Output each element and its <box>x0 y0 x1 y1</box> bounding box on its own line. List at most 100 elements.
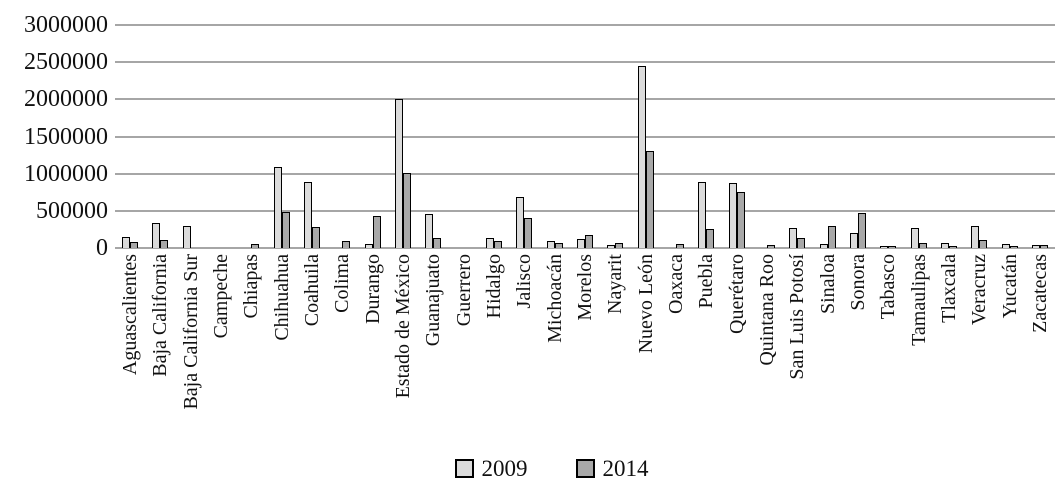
x-label-cell-Aguascalientes: Aguascalientes <box>115 254 145 440</box>
bar-2009-Hidalgo <box>486 238 495 248</box>
y-tick-label-1500000: 1500000 <box>24 123 108 150</box>
bar-2014-Jalisco <box>524 218 533 248</box>
bar-group-Aguascalientes <box>115 237 145 248</box>
bar-group-Colima <box>327 241 357 248</box>
x-label-cell-Morelos: Morelos <box>570 254 600 440</box>
legend: 2009 2014 <box>0 452 1063 484</box>
bar-2014-Michoacán <box>554 243 563 248</box>
bar-2014-Aguascalientes <box>130 242 139 248</box>
bar-2009-Querétaro <box>728 183 737 248</box>
bar-2014-Chihuahua <box>281 212 290 248</box>
bar-2014-Coahuila <box>312 227 321 248</box>
x-label-cell-Puebla: Puebla <box>691 254 721 440</box>
x-category-label: Sinaloa <box>816 254 839 314</box>
bar-2014-Durango <box>372 216 381 248</box>
x-category-label: Yucatán <box>998 254 1021 319</box>
bar-2009-Sinaloa <box>819 244 828 248</box>
legend-item-2009: 2009 <box>454 455 528 481</box>
x-category-label: Tamaulipas <box>907 254 930 346</box>
x-label-cell-Durango: Durango <box>358 254 388 440</box>
bars-layer <box>115 25 1055 248</box>
bar-group-Baja California <box>145 223 175 248</box>
x-label-cell-Baja California Sur: Baja California Sur <box>176 254 206 440</box>
y-tick-label-1000000: 1000000 <box>24 160 108 187</box>
x-label-cell-Querétaro: Querétaro <box>722 254 752 440</box>
gridline-500000 <box>115 209 1055 212</box>
bar-2009-Baja California Sur <box>182 226 191 248</box>
x-label-cell-Tlaxcala: Tlaxcala <box>934 254 964 440</box>
x-label-cell-Colima: Colima <box>327 254 357 440</box>
gridline-1000000 <box>115 172 1055 175</box>
gridline-1500000 <box>115 135 1055 138</box>
bar-2014-Oaxaca <box>675 244 684 248</box>
x-label-cell-Yucatán: Yucatán <box>995 254 1025 440</box>
bar-2009-Jalisco <box>516 197 525 248</box>
x-label-cell-Sinaloa: Sinaloa <box>813 254 843 440</box>
x-category-label: Baja California Sur <box>179 254 202 410</box>
bar-group-San Luis Potosí <box>782 228 812 248</box>
bar-2014-Colima <box>342 241 351 248</box>
x-category-label: Oaxaca <box>665 254 688 314</box>
bar-2014-Sinaloa <box>827 226 836 248</box>
legend-label-2009: 2009 <box>481 455 528 481</box>
x-category-label: Coahuila <box>301 254 324 327</box>
bar-group-Sinaloa <box>812 226 842 248</box>
bar-2009-Nuevo León <box>637 66 646 248</box>
x-label-cell-Nuevo León: Nuevo León <box>631 254 661 440</box>
bar-2014-Hidalgo <box>494 241 503 248</box>
x-category-label: Jalisco <box>513 254 536 309</box>
bar-group-Durango <box>358 216 388 248</box>
gridline-3000000 <box>115 24 1055 26</box>
x-label-cell-Hidalgo: Hidalgo <box>479 254 509 440</box>
bar-group-Tamaulipas <box>903 228 933 248</box>
bar-2009-Puebla <box>698 182 707 248</box>
x-category-label: Campeche <box>210 254 233 339</box>
bar-2014-Tabasco <box>888 246 897 248</box>
bar-2014-Yucatán <box>1009 246 1018 248</box>
x-category-label: Colima <box>331 254 354 313</box>
bar-group-Tlaxcala <box>934 243 964 248</box>
x-label-cell-Oaxaca: Oaxaca <box>661 254 691 440</box>
bar-2014-Zacatecas <box>1039 245 1048 248</box>
bar-group-Chiapas <box>236 244 266 248</box>
bar-group-Jalisco <box>509 197 539 248</box>
bar-2014-Morelos <box>584 235 593 248</box>
bar-group-Coahuila <box>297 182 327 248</box>
bar-2009-San Luis Potosí <box>789 228 798 248</box>
x-category-label: Puebla <box>695 254 718 309</box>
gridline-2000000 <box>115 98 1055 101</box>
gridline-0 <box>115 247 1055 249</box>
x-axis: Aguascalientes Baja California Baja Califo… <box>115 254 1055 440</box>
x-category-label: Guanajuato <box>422 254 445 347</box>
bar-2009-Baja California <box>152 223 161 248</box>
bar-2014-Nuevo León <box>645 151 654 248</box>
x-category-label: Tlaxcala <box>938 254 961 323</box>
bar-2009-Chihuahua <box>273 167 282 248</box>
bar-2009-Sonora <box>849 233 858 248</box>
x-category-label: Veracruz <box>968 254 991 326</box>
legend-item-2014: 2014 <box>575 457 649 480</box>
bar-2009-Coahuila <box>304 182 313 248</box>
y-tick-label-3000000: 3000000 <box>24 12 108 38</box>
bar-group-Chihuahua <box>267 167 297 248</box>
y-tick-label-500000: 500000 <box>36 197 108 224</box>
gridline-2500000 <box>115 61 1055 64</box>
bar-2009-Veracruz <box>971 226 980 248</box>
bar-2014-Querétaro <box>736 192 745 248</box>
bar-2009-Tlaxcala <box>940 243 949 248</box>
x-label-cell-Veracruz: Veracruz <box>964 254 994 440</box>
x-label-cell-Tabasco: Tabasco <box>873 254 903 440</box>
bar-2009-Michoacán <box>546 241 555 248</box>
bar-group-Baja California Sur <box>176 226 206 248</box>
bar-group-Puebla <box>691 182 721 248</box>
x-label-cell-Zacatecas: Zacatecas <box>1025 254 1055 440</box>
bar-2009-Yucatán <box>1001 244 1010 248</box>
bar-2009-Nayarit <box>607 245 616 248</box>
x-label-cell-Tamaulipas: Tamaulipas <box>904 254 934 440</box>
x-label-cell-Coahuila: Coahuila <box>297 254 327 440</box>
bar-group-Tabasco <box>873 246 903 248</box>
x-category-label: Michoacán <box>543 254 566 343</box>
x-label-cell-Baja California: Baja California <box>145 254 175 440</box>
bar-2014-Tlaxcala <box>948 246 957 248</box>
